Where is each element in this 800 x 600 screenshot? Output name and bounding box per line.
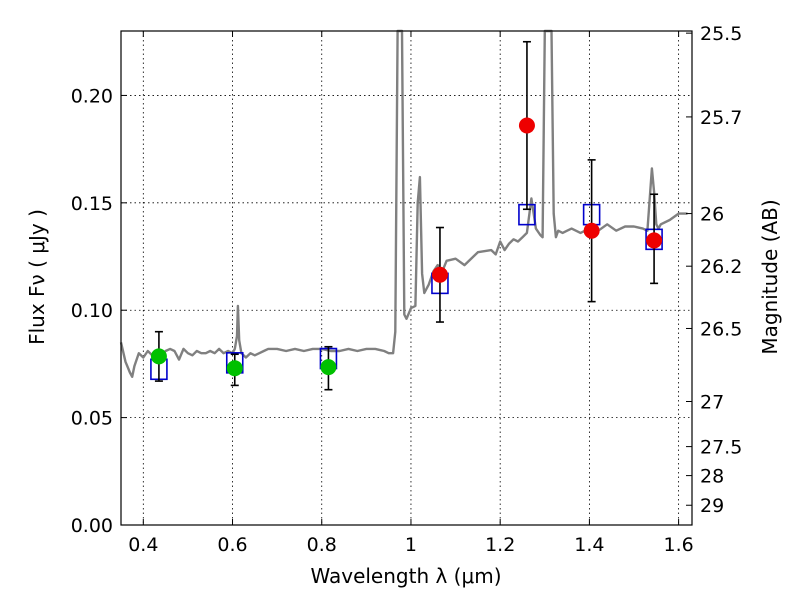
y-tick-label: 0.10 (71, 300, 113, 322)
x-tick-label: 0.6 (217, 534, 247, 556)
model-spectrum-layer (119, 29, 688, 378)
y2-tick-label: 26.2 (700, 256, 742, 278)
observed-flux-point (646, 232, 663, 249)
photometry-marker-layer (150, 40, 663, 391)
y2-tick-label: 29 (700, 495, 724, 517)
y-tick-label: 0.15 (71, 193, 113, 215)
y-tick-label: 0.05 (71, 408, 113, 430)
y2-tick-label: 25.5 (700, 23, 742, 45)
observed-flux-point (150, 348, 167, 365)
y-axis-label: Flux Fν ( μJy ) (25, 209, 49, 345)
observed-flux-point (431, 266, 448, 283)
y-tick-label: 0.20 (71, 85, 113, 107)
x-tick-label: 0.4 (128, 534, 158, 556)
x-tick-label: 1.4 (574, 534, 604, 556)
y2-axis-label: Magnitude (AB) (758, 199, 782, 354)
observed-flux-point (226, 360, 243, 377)
plot-frame (120, 30, 693, 526)
y2-tick-label: 28 (700, 466, 724, 488)
y-tick-label: 0.00 (71, 515, 113, 537)
x-tick-label: 0.8 (307, 534, 337, 556)
x-tick-label: 1 (405, 534, 417, 556)
observed-flux-point (583, 222, 600, 239)
grid-layer (121, 31, 692, 526)
y2-tick-label: 27.5 (700, 437, 742, 459)
y2-tick-label: 27 (700, 392, 724, 414)
observed-flux-point (320, 359, 337, 376)
y2-tick-label: 26.5 (700, 318, 742, 340)
y2-tick-label: 25.7 (700, 107, 742, 129)
model-spectrum-line (119, 29, 688, 378)
tick-layer: 0.4 0.6 0.8 1 1.2 1.4 1.6 0.00 0.05 0.10 0.15 0.20 2… (71, 23, 743, 556)
x-tick-label: 1.2 (485, 534, 515, 556)
observed-flux-point (518, 117, 535, 134)
y2-tick-label: 26 (700, 204, 724, 226)
x-tick-label: 1.6 (664, 534, 694, 556)
x-axis-label: Wavelength λ (μm) (310, 564, 501, 588)
